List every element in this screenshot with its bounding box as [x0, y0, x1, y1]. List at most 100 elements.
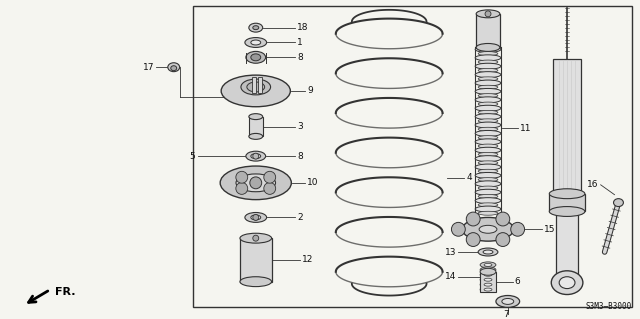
Ellipse shape — [478, 94, 498, 98]
Bar — [193, 6, 632, 308]
Bar — [249, 117, 262, 137]
Ellipse shape — [480, 268, 496, 275]
Ellipse shape — [475, 181, 501, 187]
Ellipse shape — [478, 85, 498, 89]
Circle shape — [236, 171, 248, 183]
Circle shape — [511, 222, 525, 236]
Ellipse shape — [241, 79, 271, 95]
Text: 3: 3 — [297, 122, 303, 131]
Ellipse shape — [251, 215, 260, 220]
Ellipse shape — [496, 295, 520, 308]
Ellipse shape — [475, 173, 501, 178]
Ellipse shape — [614, 199, 623, 207]
Text: 12: 12 — [302, 256, 314, 264]
Ellipse shape — [483, 250, 493, 254]
Ellipse shape — [475, 80, 501, 86]
Ellipse shape — [480, 267, 496, 273]
Ellipse shape — [478, 60, 498, 64]
Ellipse shape — [475, 97, 501, 103]
Bar — [476, 14, 500, 48]
Ellipse shape — [475, 55, 501, 61]
Ellipse shape — [475, 147, 501, 153]
Ellipse shape — [462, 218, 514, 241]
Ellipse shape — [245, 38, 267, 48]
Circle shape — [264, 182, 276, 194]
Text: 4: 4 — [467, 174, 472, 182]
Ellipse shape — [236, 174, 276, 192]
Text: 11: 11 — [520, 124, 531, 133]
Ellipse shape — [475, 63, 501, 69]
Ellipse shape — [478, 203, 498, 207]
Ellipse shape — [478, 119, 498, 123]
Ellipse shape — [476, 43, 500, 51]
Text: 18: 18 — [297, 23, 308, 32]
Circle shape — [250, 177, 262, 189]
Bar — [240, 238, 271, 282]
Ellipse shape — [478, 211, 498, 215]
Text: 16: 16 — [588, 180, 598, 189]
Ellipse shape — [502, 299, 514, 304]
Ellipse shape — [480, 277, 496, 283]
Ellipse shape — [480, 282, 496, 288]
Ellipse shape — [484, 288, 492, 291]
Ellipse shape — [475, 72, 501, 78]
Ellipse shape — [478, 186, 498, 190]
Ellipse shape — [220, 166, 291, 200]
Circle shape — [496, 233, 509, 247]
Ellipse shape — [221, 75, 291, 107]
Ellipse shape — [478, 178, 498, 182]
Ellipse shape — [251, 40, 260, 45]
Bar — [556, 211, 578, 276]
Ellipse shape — [475, 139, 501, 145]
Bar — [549, 194, 585, 211]
Ellipse shape — [476, 10, 500, 18]
Ellipse shape — [475, 105, 501, 111]
Circle shape — [253, 214, 259, 220]
Ellipse shape — [253, 26, 259, 30]
Circle shape — [467, 212, 480, 226]
Ellipse shape — [475, 47, 501, 52]
Ellipse shape — [475, 130, 501, 137]
Ellipse shape — [549, 207, 585, 216]
Ellipse shape — [480, 286, 496, 293]
Circle shape — [264, 171, 276, 183]
Ellipse shape — [168, 63, 180, 72]
Ellipse shape — [480, 262, 496, 268]
Ellipse shape — [245, 212, 267, 222]
Ellipse shape — [478, 144, 498, 148]
Text: 14: 14 — [445, 272, 456, 281]
Ellipse shape — [478, 195, 498, 198]
Ellipse shape — [478, 161, 498, 165]
Text: S3M3–B3000: S3M3–B3000 — [585, 302, 631, 311]
Ellipse shape — [251, 54, 260, 61]
Text: 17: 17 — [143, 63, 154, 72]
Circle shape — [467, 233, 480, 247]
Ellipse shape — [249, 23, 262, 32]
Ellipse shape — [475, 114, 501, 120]
Ellipse shape — [475, 206, 501, 212]
Ellipse shape — [249, 133, 262, 139]
Ellipse shape — [475, 189, 501, 195]
Ellipse shape — [480, 272, 496, 278]
Ellipse shape — [478, 248, 498, 256]
Ellipse shape — [478, 77, 498, 81]
Circle shape — [451, 222, 465, 236]
Text: 8: 8 — [297, 53, 303, 62]
Ellipse shape — [171, 66, 177, 71]
Ellipse shape — [478, 169, 498, 173]
Ellipse shape — [478, 52, 498, 56]
Ellipse shape — [240, 277, 271, 286]
Bar — [480, 272, 496, 292]
Ellipse shape — [240, 233, 271, 243]
Text: 6: 6 — [515, 277, 520, 286]
Text: 5: 5 — [189, 152, 195, 161]
Ellipse shape — [478, 110, 498, 115]
Text: 9: 9 — [307, 86, 313, 95]
Text: 2: 2 — [297, 213, 303, 222]
Ellipse shape — [484, 273, 492, 276]
Text: FR.: FR. — [55, 286, 76, 297]
Ellipse shape — [475, 164, 501, 170]
Text: 1: 1 — [297, 38, 303, 47]
Ellipse shape — [475, 156, 501, 162]
Ellipse shape — [559, 277, 575, 289]
